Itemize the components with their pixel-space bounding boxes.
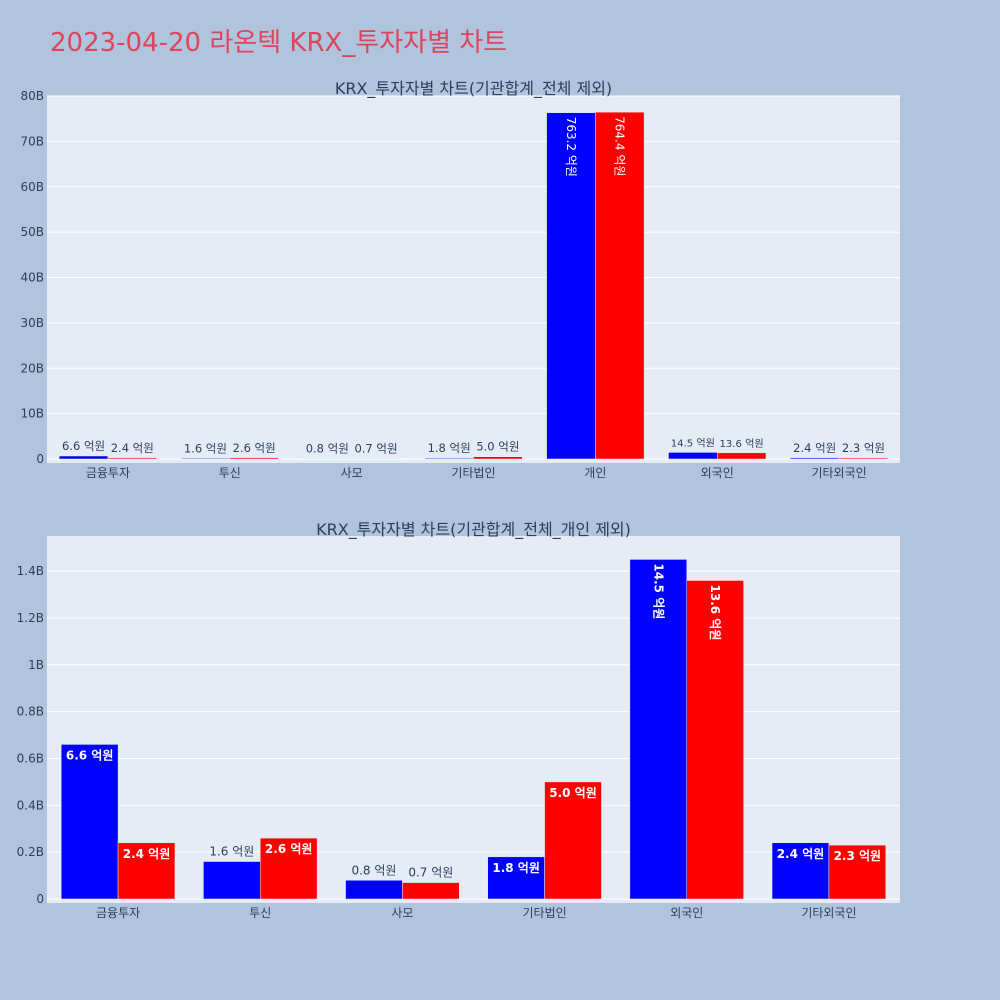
bar bbox=[345, 880, 403, 900]
bar bbox=[180, 458, 231, 460]
bar bbox=[107, 457, 157, 460]
x-tick-label: 사모 bbox=[341, 466, 363, 480]
bar bbox=[546, 112, 596, 460]
data-label: 1.8 억원 bbox=[428, 441, 471, 455]
data-label: 5.0 억원 bbox=[549, 786, 597, 800]
data-label: 13.6 억원 bbox=[708, 584, 722, 640]
data-label: 2.4 억원 bbox=[793, 441, 836, 455]
y-tick-label: 30B bbox=[20, 316, 44, 330]
x-tick-label: 사모 bbox=[391, 906, 413, 920]
bar bbox=[668, 452, 718, 460]
data-label: 2.6 억원 bbox=[233, 441, 276, 455]
bar bbox=[260, 837, 318, 900]
y-tick-label: 70B bbox=[20, 134, 44, 148]
data-label: 6.6 억원 bbox=[62, 439, 105, 453]
data-label: 1.8 억원 bbox=[492, 861, 540, 875]
data-label: 763.2 억원 bbox=[564, 117, 578, 177]
y-tick-label: 20B bbox=[20, 361, 44, 375]
y-tick-label: 10B bbox=[20, 407, 44, 421]
bar bbox=[473, 456, 523, 460]
y-tick-label: 0.8B bbox=[17, 705, 44, 719]
y-tick-label: 0.2B bbox=[17, 845, 44, 859]
y-tick-label: 1B bbox=[28, 658, 44, 672]
y-tick-label: 0 bbox=[36, 452, 44, 466]
bar bbox=[629, 559, 688, 900]
bar bbox=[402, 882, 460, 900]
data-label: 5.0 억원 bbox=[476, 440, 519, 454]
y-tick-label: 60B bbox=[20, 180, 44, 194]
x-tick-label: 개인 bbox=[584, 466, 606, 480]
chart-individual-excluded: 0 0.2B 0.4B 0.6B 0.8B 1B 1.2B 1.4B KRX_투자자별 차트(기… bbox=[17, 520, 900, 920]
x-tick-label: 기타법인 bbox=[451, 466, 495, 480]
data-label: 2.6 억원 bbox=[265, 842, 313, 856]
y-tick-label: 50B bbox=[20, 225, 44, 239]
y-tick-label: 1.4B bbox=[17, 564, 44, 578]
bar bbox=[838, 457, 889, 460]
y-tick-label: 1.2B bbox=[17, 611, 44, 625]
y-tick-label: 80B bbox=[20, 89, 44, 103]
data-label: 1.6 억원 bbox=[184, 441, 227, 455]
data-label: 14.5 억원 bbox=[651, 563, 665, 619]
data-label: 0.7 억원 bbox=[354, 442, 397, 456]
chart-institution-excluded: 0 10B 20B 30B 40B 50B 60B 70B 80B KRX_투자자별 차트(기관합… bbox=[20, 79, 900, 480]
x-tick-label: 투신 bbox=[219, 466, 241, 480]
data-label: 14.5 억원 bbox=[671, 437, 715, 449]
chart-title: KRX_투자자별 차트(기관합계_전체 제외) bbox=[335, 79, 612, 99]
x-tick-label: 외국인 bbox=[670, 906, 703, 920]
y-tick-label: 0.6B bbox=[17, 751, 44, 765]
data-label: 0.8 억원 bbox=[306, 442, 349, 456]
chart-title: KRX_투자자별 차트(기관합계_전체_개인 제외) bbox=[316, 520, 631, 540]
bar bbox=[203, 861, 261, 900]
x-tick-label: 금융투자 bbox=[96, 906, 140, 920]
bar bbox=[595, 111, 645, 460]
x-tick-label: 기타법인 bbox=[522, 906, 566, 920]
bar bbox=[229, 457, 279, 460]
bar bbox=[60, 744, 119, 900]
x-tick-label: 투신 bbox=[249, 906, 271, 920]
bar bbox=[686, 580, 744, 900]
x-tick-label: 기타외국인 bbox=[811, 466, 866, 480]
page-title: 2023-04-20 라온텍 KRX_투자자별 차트 bbox=[50, 28, 508, 58]
plot-area bbox=[47, 96, 900, 463]
bar bbox=[716, 452, 767, 460]
data-label: 1.6 억원 bbox=[209, 845, 254, 859]
x-tick-label: 기타외국인 bbox=[801, 906, 856, 920]
bar bbox=[828, 844, 887, 900]
data-label: 764.4 억원 bbox=[613, 116, 627, 176]
data-label: 2.3 억원 bbox=[842, 441, 885, 455]
data-label: 0.8 억원 bbox=[351, 863, 396, 877]
data-label: 2.3 억원 bbox=[834, 849, 882, 863]
data-label: 6.6 억원 bbox=[66, 748, 114, 762]
plot-area bbox=[47, 536, 900, 903]
bar bbox=[790, 457, 840, 460]
y-tick-label: 0.4B bbox=[17, 798, 44, 812]
bar bbox=[487, 856, 545, 900]
y-tick-label: 40B bbox=[20, 271, 44, 285]
bar bbox=[58, 455, 109, 460]
data-label: 0.7 억원 bbox=[408, 866, 453, 880]
data-label: 2.4 억원 bbox=[123, 847, 171, 861]
y-tick-label: 0 bbox=[36, 892, 44, 906]
bar bbox=[544, 781, 602, 900]
bar bbox=[771, 842, 830, 900]
bar bbox=[424, 457, 474, 460]
data-label: 2.4 억원 bbox=[111, 441, 154, 455]
data-label: 13.6 억원 bbox=[719, 438, 763, 450]
x-tick-label: 외국인 bbox=[701, 466, 734, 480]
data-label: 2.4 억원 bbox=[777, 847, 825, 861]
bar bbox=[117, 842, 176, 900]
x-tick-label: 금융투자 bbox=[86, 466, 130, 480]
